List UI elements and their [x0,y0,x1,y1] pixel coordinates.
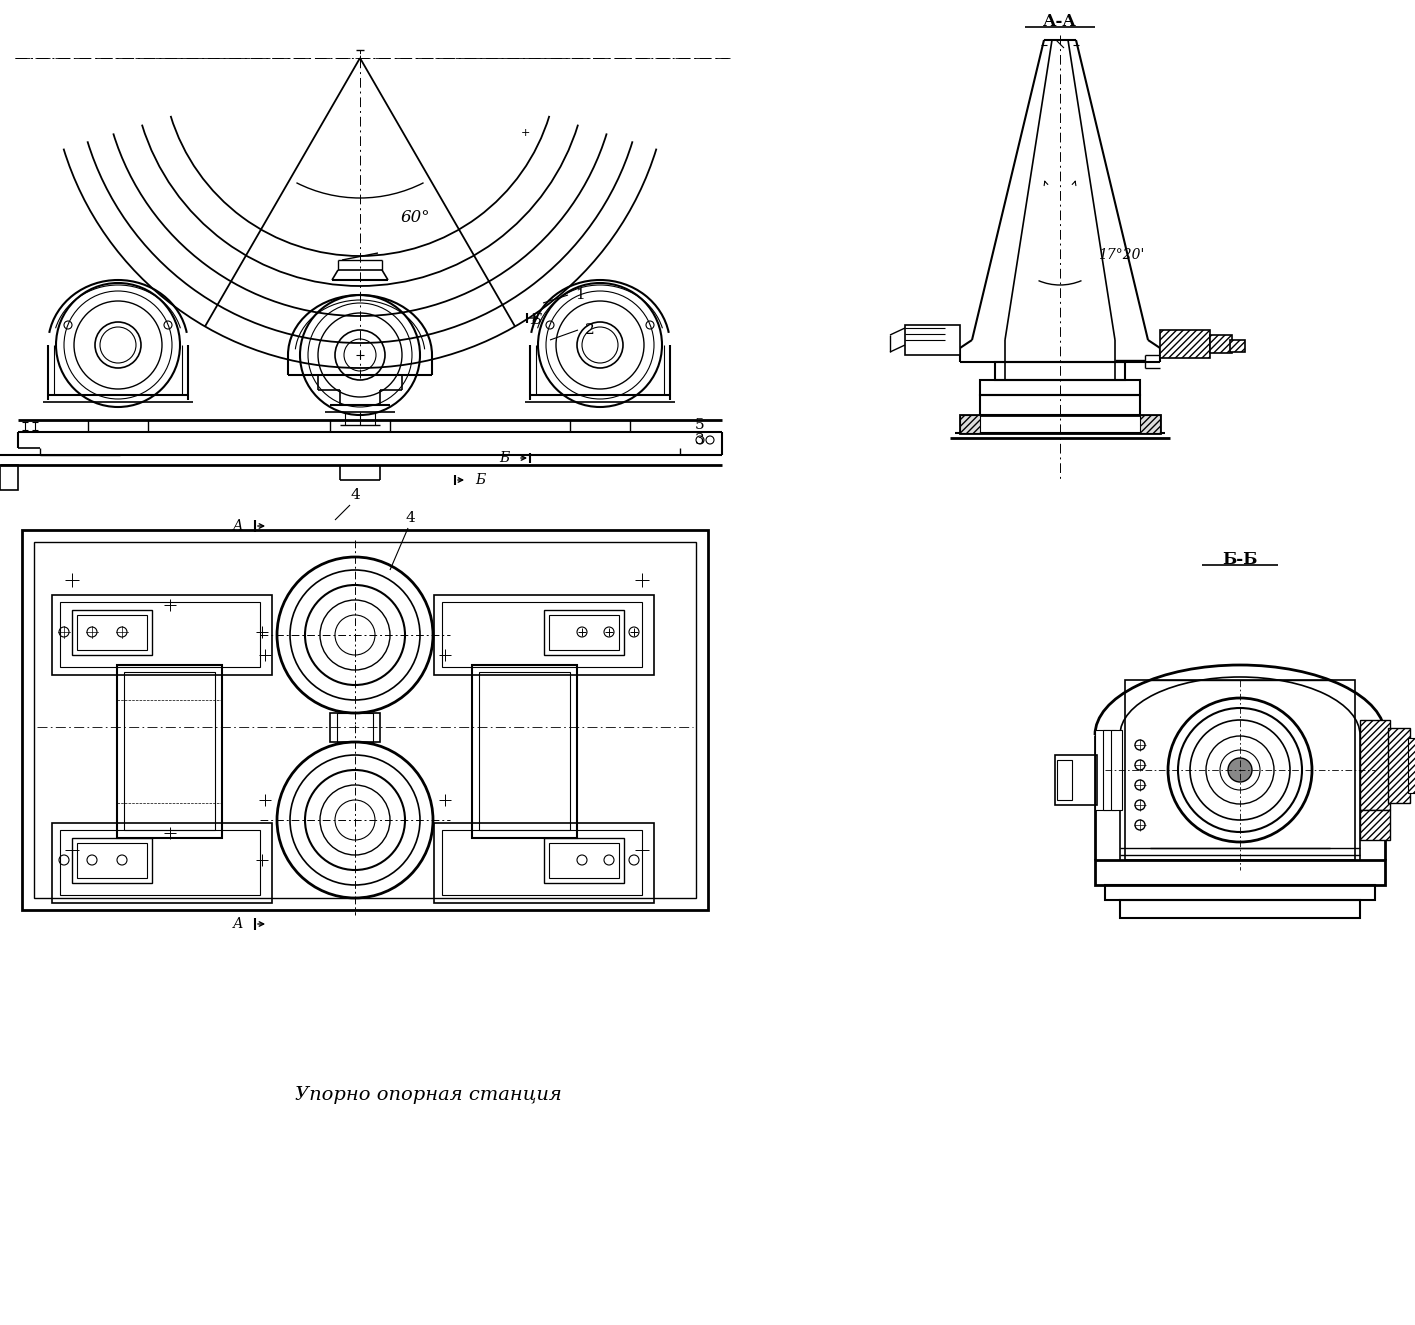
Bar [1121,900,1360,918]
Bar [1360,719,1390,810]
Bar [1057,761,1073,800]
Bar [1125,680,1356,860]
Text: А: А [232,519,243,533]
Bar [1105,885,1375,900]
Bar [117,665,222,837]
Bar [1160,330,1210,358]
Bar [549,615,618,651]
Bar [1408,738,1415,792]
Text: Б: Б [475,473,485,488]
Text: Упорно опорная станция: Упорно опорная станция [294,1086,562,1104]
Bar [1056,755,1097,806]
Bar [34,542,696,898]
Text: 60°: 60° [400,209,430,227]
Text: 3: 3 [695,433,705,447]
Text: Б: Б [531,313,542,327]
Text: 4: 4 [405,511,415,525]
Bar [59,829,260,894]
Bar [125,672,215,829]
Bar [434,595,654,674]
Bar [1230,341,1245,352]
Text: 17°20': 17°20' [1098,248,1145,262]
Bar [76,843,147,878]
Circle shape [1228,758,1252,782]
Bar [473,665,577,837]
Bar [72,610,151,655]
Bar [959,415,1160,433]
Text: Б-Б: Б-Б [1223,551,1258,568]
Bar [337,713,374,742]
Bar [1360,810,1390,840]
Text: 1: 1 [574,288,584,302]
Bar [1095,730,1109,810]
Text: А: А [232,917,243,931]
Text: +: + [521,129,529,138]
Bar [330,713,381,742]
Bar [23,530,708,910]
Text: Б: Б [498,451,509,465]
Bar [549,843,618,878]
Bar [543,610,624,655]
Bar [1210,335,1232,352]
Bar [76,615,147,651]
Bar [59,602,260,666]
Bar [72,837,151,882]
Bar [480,672,570,829]
Bar [52,595,272,674]
Bar [52,823,272,904]
Bar [1095,860,1385,885]
Bar [1104,730,1116,810]
Text: 2: 2 [586,323,594,337]
Bar [441,829,642,894]
Bar [1111,730,1122,810]
Bar [543,837,624,882]
Text: 4: 4 [350,488,359,502]
Bar [995,362,1125,380]
Bar [981,395,1140,415]
Text: 5: 5 [695,417,705,432]
Bar [441,602,642,666]
Text: А-А: А-А [1043,13,1077,30]
Bar [906,325,959,355]
Bar [434,823,654,904]
Bar [1140,415,1160,433]
Bar [1388,727,1409,803]
Bar [981,380,1140,395]
Bar [959,415,981,433]
